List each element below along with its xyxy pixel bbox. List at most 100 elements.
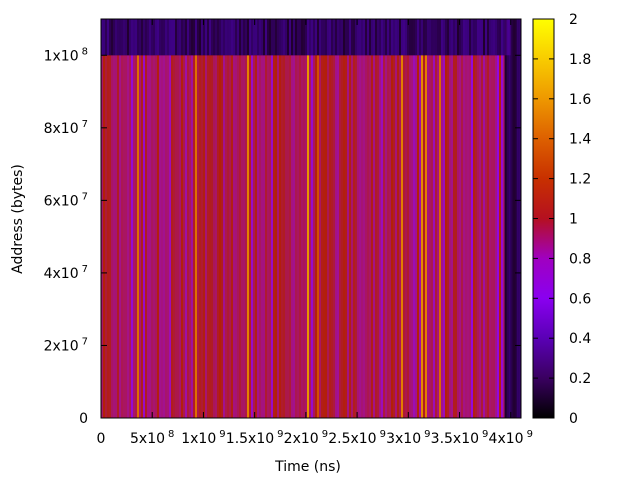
heatmap-stripe: [185, 55, 187, 418]
heatmap-stripe: [305, 19, 307, 56]
heatmap-stripe: [127, 55, 129, 418]
heatmap-stripe: [141, 19, 143, 56]
heatmap-stripe: [361, 19, 363, 56]
heatmap-stripe: [471, 55, 473, 418]
heatmap-stripe: [389, 55, 391, 418]
heatmap-stripe: [401, 55, 403, 418]
heatmap-stripe: [371, 55, 373, 418]
heatmap-stripe: [301, 55, 303, 418]
heatmap-stripe: [447, 19, 449, 56]
heatmap-stripe: [485, 19, 487, 56]
heatmap-stripe: [335, 55, 337, 418]
heatmap-stripe: [145, 19, 147, 56]
heatmap-stripe: [175, 55, 177, 418]
heatmap-stripe: [255, 19, 257, 56]
heatmap-stripe: [329, 19, 331, 56]
heatmap-stripe: [391, 55, 393, 418]
heatmap-stripe: [241, 19, 243, 56]
heatmap-stripe: [327, 19, 329, 56]
heatmap-stripe: [125, 19, 127, 56]
heatmap-stripe: [421, 55, 423, 418]
heatmap-stripe: [449, 19, 451, 56]
heatmap-stripe: [510, 19, 513, 418]
heatmap-stripe: [249, 19, 251, 56]
heatmap-stripe: [425, 19, 427, 56]
heatmap-stripe: [211, 19, 213, 56]
heatmap-stripe: [247, 19, 249, 56]
heatmap-stripe: [111, 19, 113, 56]
heatmap-stripe: [271, 55, 273, 418]
heatmap-stripe: [289, 19, 291, 56]
y-tick-label: 2x10 7: [44, 336, 88, 354]
heatmap-stripe: [209, 19, 211, 56]
heatmap-stripe: [339, 55, 341, 418]
heatmap-stripe: [365, 19, 367, 56]
heatmap-stripe: [213, 55, 215, 418]
heatmap-stripe: [487, 55, 489, 418]
heatmap-stripe: [309, 55, 311, 418]
heatmap-stripe: [261, 55, 263, 418]
heatmap-stripe: [135, 19, 137, 56]
heatmap-stripe: [516, 19, 519, 418]
heatmap-stripe: [207, 55, 209, 418]
heatmap-stripe: [411, 55, 413, 418]
heatmap-stripe: [397, 19, 399, 56]
colorbar-tick-label: 0.2: [569, 371, 591, 387]
heatmap-stripe: [259, 55, 261, 418]
y-tick-label: 6x10 7: [44, 191, 88, 209]
heatmap-stripe: [199, 55, 201, 418]
heatmap-stripe: [151, 19, 153, 56]
heatmap-stripe: [283, 19, 285, 56]
heatmap-stripe: [331, 19, 333, 56]
heatmap-stripe: [465, 19, 467, 56]
y-axis-ticks: 0 2x10 7 4x10 7 6x10 7 8x10 7 1x10 8: [44, 46, 521, 427]
heatmap-stripe: [277, 19, 279, 56]
heatmap-stripe: [153, 55, 155, 418]
heatmap-stripe: [137, 55, 139, 418]
heatmap-stripe: [367, 19, 369, 56]
colorbar-tick-label: 0.8: [569, 251, 591, 267]
heatmap-stripe: [207, 19, 209, 56]
heatmap-stripe: [453, 19, 455, 56]
heatmap-stripe: [437, 19, 439, 56]
heatmap-stripe: [137, 19, 139, 56]
heatmap-stripe: [518, 19, 521, 418]
heatmap-stripe: [445, 19, 447, 56]
heatmap-stripe: [497, 19, 499, 56]
heatmap-stripe: [487, 19, 489, 56]
heatmap-stripe: [185, 19, 187, 56]
heatmap-stripe: [123, 19, 125, 56]
heatmap-stripe: [169, 19, 171, 56]
heatmap-stripe: [361, 55, 363, 418]
heatmap-stripe: [417, 55, 419, 418]
heatmap-stripe: [237, 19, 239, 56]
heatmap-stripe: [153, 19, 155, 56]
heatmap-stripe: [295, 19, 297, 56]
heatmap-stripe: [369, 55, 371, 418]
heatmap-stripe: [189, 19, 191, 56]
heatmap-stripe: [261, 19, 263, 56]
heatmap-stripe: [249, 55, 251, 418]
heatmap-stripe: [475, 19, 477, 56]
heatmap-stripe: [161, 19, 163, 56]
heatmap-stripe: [489, 19, 491, 56]
heatmap-stripe: [379, 19, 381, 56]
heatmap-stripe: [113, 55, 115, 418]
heatmap-stripe: [155, 55, 157, 418]
heatmap-stripe: [303, 55, 305, 418]
heatmap-stripe: [155, 19, 157, 56]
heatmap-stripe: [309, 19, 311, 56]
heatmap-stripe: [291, 55, 293, 418]
heatmap-stripe: [467, 55, 469, 418]
heatmap-stripe: [405, 55, 407, 418]
heatmap-stripe: [473, 19, 475, 56]
heatmap-stripe: [221, 19, 223, 56]
heatmap-stripe: [167, 19, 169, 56]
x-tick-label: 2.5x10 9: [328, 429, 386, 447]
heatmap-stripe: [121, 19, 123, 56]
heatmap-stripe: [321, 19, 323, 56]
x-tick-exponent: 9: [527, 429, 533, 440]
heatmap-stripe: [435, 19, 437, 56]
heatmap-stripe: [285, 55, 287, 418]
heatmap-stripe: [311, 55, 313, 418]
